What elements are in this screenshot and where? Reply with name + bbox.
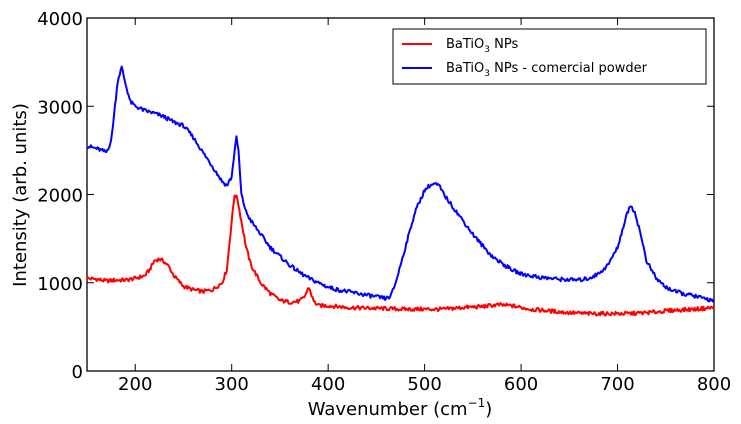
legend-label-batio3-nps: BaTiO3 NPs [446, 37, 518, 55]
x-tick-label: 300 [215, 374, 249, 395]
x-tick-label: 700 [600, 374, 634, 395]
y-tick-label: 1000 [37, 274, 83, 295]
x-tick-label: 500 [407, 374, 441, 395]
series-lines [86, 65, 715, 317]
x-tick-label: 400 [311, 374, 345, 395]
y-tick-label: 4000 [37, 9, 83, 30]
x-axis-label-suffix: ) [485, 399, 492, 420]
x-axis-label-main: Wavenumber (cm [308, 399, 468, 420]
y-tick-label: 0 [72, 362, 83, 383]
legend-label-commercial-powder-rest: NPs - comercial powder [490, 61, 648, 76]
series-line-commercial-powder [86, 65, 715, 303]
x-tick-label: 800 [697, 374, 731, 395]
legend-label-commercial-powder-base: BaTiO [446, 61, 484, 76]
legend-label-commercial-powder-sub: 3 [484, 69, 490, 79]
y-tick-label: 3000 [37, 97, 83, 118]
y-axis-label: Intensity (arb. units) [10, 103, 31, 287]
legend-label-batio3-nps-sub: 3 [484, 45, 490, 55]
legend-box [392, 28, 707, 85]
series-line-batio3-nps [86, 194, 715, 317]
legend-label-batio3-nps-rest: NPs [490, 37, 518, 52]
legend-label-batio3-nps-base: BaTiO [446, 37, 484, 52]
legend-label-commercial-powder: BaTiO3 NPs - comercial powder [446, 61, 648, 79]
y-tick-label: 2000 [37, 186, 83, 207]
x-axis-label: Wavenumber (cm−1) [308, 396, 493, 420]
axis-ticks: 200 300 400 500 600 700 800 0 1000 2000 3000 4000 [37, 9, 731, 395]
x-axis-label-superscript: −1 [468, 396, 486, 410]
x-tick-label: 200 [118, 374, 152, 395]
legend: BaTiO3 NPs BaTiO3 NPs - comercial powder [392, 28, 707, 85]
x-tick-label: 600 [504, 374, 538, 395]
